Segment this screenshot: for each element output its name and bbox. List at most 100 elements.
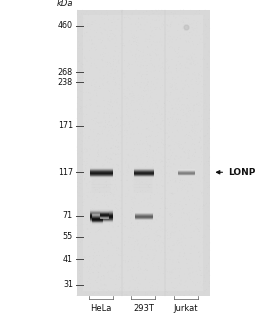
Point: [143, 243, 147, 249]
Point: [140, 167, 144, 173]
Point: [83, 255, 88, 260]
Point: [140, 254, 144, 260]
Point: [194, 257, 198, 262]
Point: [124, 159, 128, 165]
Point: [127, 86, 131, 91]
Point: [144, 137, 148, 142]
Point: [121, 29, 125, 34]
Point: [100, 236, 104, 241]
Point: [182, 102, 186, 108]
Point: [164, 267, 168, 272]
Point: [170, 117, 175, 122]
Point: [202, 104, 207, 109]
Point: [197, 73, 201, 78]
Point: [82, 31, 87, 36]
Point: [176, 187, 180, 192]
Point: [103, 193, 107, 198]
Point: [159, 120, 163, 126]
Point: [102, 282, 106, 287]
Point: [99, 260, 103, 265]
Point: [91, 78, 95, 83]
Point: [159, 42, 163, 47]
Point: [135, 64, 139, 69]
Point: [137, 95, 141, 100]
Point: [126, 62, 131, 67]
Point: [145, 27, 149, 32]
Point: [121, 142, 125, 147]
Point: [88, 48, 92, 53]
Point: [130, 13, 134, 18]
Point: [146, 188, 150, 193]
Point: [167, 39, 172, 44]
Point: [140, 58, 144, 63]
Point: [189, 78, 193, 83]
Point: [83, 183, 87, 188]
Point: [99, 228, 103, 233]
Point: [202, 100, 206, 106]
Point: [79, 109, 83, 114]
Point: [169, 22, 173, 27]
Point: [207, 50, 211, 55]
Point: [202, 189, 207, 194]
Point: [207, 269, 211, 274]
Point: [193, 63, 197, 68]
Point: [78, 279, 82, 285]
Point: [204, 44, 208, 49]
Point: [88, 230, 92, 235]
Point: [103, 174, 108, 179]
Point: [112, 263, 116, 268]
Point: [112, 53, 116, 59]
Point: [178, 160, 182, 165]
Point: [106, 36, 110, 41]
Point: [189, 160, 193, 166]
Point: [96, 142, 100, 147]
Point: [137, 264, 141, 269]
Point: [192, 13, 196, 18]
Point: [140, 93, 144, 98]
Point: [112, 67, 116, 72]
Point: [132, 188, 136, 194]
Point: [186, 18, 190, 23]
Point: [189, 207, 194, 213]
Point: [113, 99, 117, 104]
Point: [187, 216, 191, 222]
Point: [91, 92, 95, 97]
Point: [207, 248, 211, 253]
Point: [173, 276, 177, 281]
Point: [136, 43, 140, 48]
Point: [89, 63, 93, 68]
Point: [156, 76, 160, 81]
Point: [128, 135, 132, 140]
Point: [128, 94, 132, 99]
Point: [193, 149, 197, 155]
Point: [198, 253, 202, 258]
Point: [79, 107, 83, 112]
Point: [109, 141, 113, 146]
Point: [80, 105, 84, 110]
Point: [140, 179, 144, 185]
Point: [178, 66, 183, 71]
Point: [140, 74, 144, 79]
Point: [128, 16, 132, 21]
Point: [193, 146, 197, 151]
Point: [194, 23, 198, 28]
Point: [112, 194, 116, 199]
Point: [123, 128, 127, 133]
Point: [206, 208, 210, 213]
Point: [151, 78, 155, 83]
Point: [206, 204, 210, 210]
Point: [90, 122, 94, 127]
Point: [80, 111, 84, 117]
Point: [118, 113, 122, 118]
Point: [138, 249, 142, 254]
Point: [198, 11, 202, 16]
Point: [147, 104, 152, 109]
Point: [179, 283, 183, 288]
Point: [141, 64, 145, 69]
Point: [148, 226, 152, 231]
Point: [187, 84, 191, 89]
Point: [193, 181, 197, 186]
Point: [168, 100, 173, 105]
Point: [119, 249, 123, 254]
Point: [169, 20, 173, 25]
